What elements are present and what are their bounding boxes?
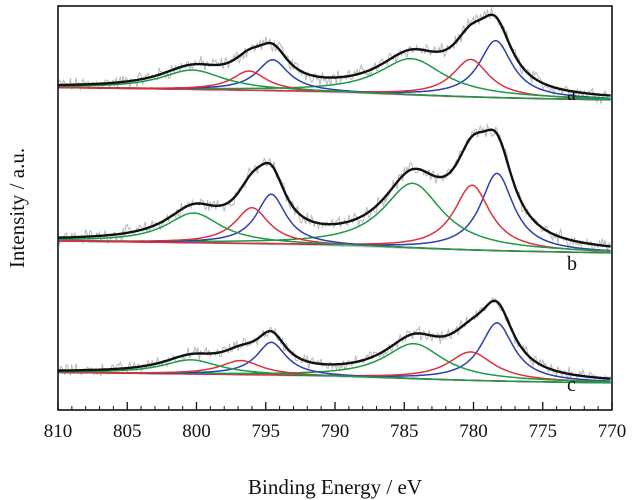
x-tick-label: 785 xyxy=(390,421,419,442)
fit-envelope-line xyxy=(57,128,611,248)
x-tick-label: 800 xyxy=(182,421,211,442)
plot-curves xyxy=(57,7,612,385)
fit-peak-green xyxy=(58,212,611,254)
trace-a xyxy=(57,7,612,106)
raw-data-line xyxy=(57,123,612,252)
trace-label-b: b xyxy=(567,253,577,275)
x-tick-label: 780 xyxy=(459,421,488,442)
x-tick-label: 810 xyxy=(44,421,73,442)
fit-peak-green xyxy=(58,359,611,384)
trace-label-a: a xyxy=(567,83,576,105)
x-axis-ticks: 810 805 800 795 790 785 780 775 770 xyxy=(44,402,627,442)
x-tick-label: 795 xyxy=(252,421,281,442)
trace-labels: a b c xyxy=(567,83,577,396)
plot-frame xyxy=(57,5,613,411)
y-axis-label: Intensity / a.u. xyxy=(5,148,29,268)
fit-envelope-line xyxy=(58,299,611,380)
trace-b xyxy=(57,123,612,254)
fit-peak-green xyxy=(57,69,611,101)
fit-envelope-line xyxy=(58,13,611,97)
trace-label-c: c xyxy=(567,374,576,396)
x-tick-label: 790 xyxy=(321,421,350,442)
x-axis-label: Binding Energy / eV xyxy=(248,475,422,499)
trace-c xyxy=(57,296,612,385)
x-tick-label: 805 xyxy=(113,421,142,442)
x-tick-label: 775 xyxy=(529,421,558,442)
x-tick-label: 770 xyxy=(598,421,627,442)
